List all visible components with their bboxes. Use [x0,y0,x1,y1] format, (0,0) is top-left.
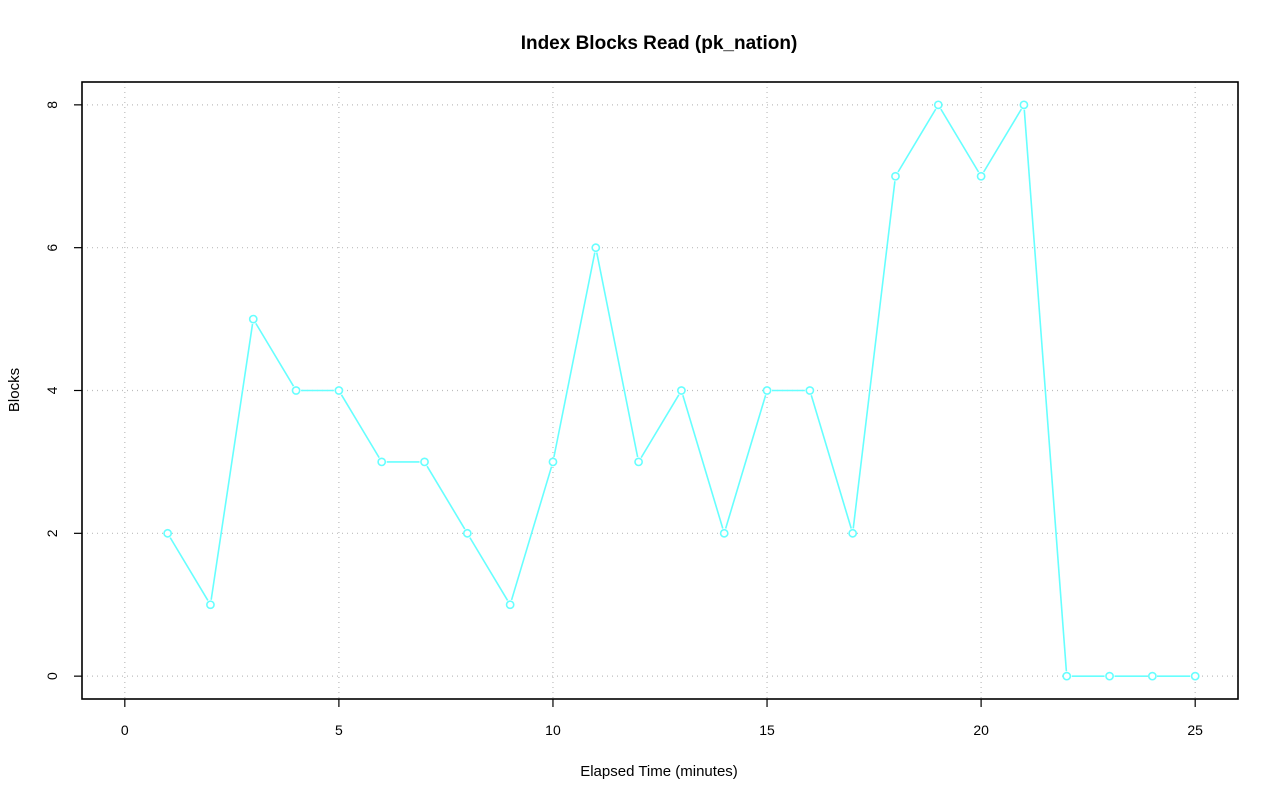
series-0-segment-17 [897,108,937,173]
data-point-13 [719,528,729,538]
data-point-20 [1019,100,1029,110]
y-tick-label-2: 4 [44,386,60,394]
plot-frame [81,81,1239,700]
y-axis: 0 2 4 6 8 [44,101,82,680]
data-point-19 [976,171,986,181]
series-0-segment-15 [810,395,852,529]
data-point-18 [933,100,943,110]
y-tick-label-1: 2 [44,529,60,537]
data-point-12 [677,386,686,395]
data-point-14 [762,386,772,395]
x-tick-label-1: 5 [335,722,343,738]
chart-title: Index Blocks Read (pk_nation) [521,33,798,54]
series-0-segment-9 [553,252,596,458]
series-0-segment-6 [426,465,466,530]
data-point-22 [1105,671,1114,681]
series-0-segment-16 [852,181,896,529]
series-0-segment-18 [940,108,980,173]
data-point-6 [420,457,429,467]
y-tick-label-4: 8 [44,101,60,109]
data-point-8 [505,600,515,610]
data-point-24 [1190,671,1200,681]
data-point-1 [206,600,215,610]
data-point-16 [848,528,858,538]
x-axis: 0 5 10 15 20 25 [121,699,1203,738]
data-point-11 [634,457,643,467]
y-tick-label-0: 0 [44,672,60,680]
data-point-4 [334,386,344,395]
data-point-23 [1147,671,1157,681]
series-0-segment-2 [255,322,295,387]
y-axis-label: Blocks [6,368,23,412]
data-point-3 [291,386,301,395]
data-point-7 [462,528,472,538]
data-point-9 [548,457,558,467]
series-0-segment-13 [724,395,767,529]
x-tick-label-0: 0 [121,722,129,738]
series-0-segment-1 [210,323,254,600]
x-tick-label-3: 15 [759,722,775,738]
series-0-segment-19 [982,108,1023,173]
series-group [163,100,1200,681]
series-0-segment-8 [510,466,553,601]
x-tick-label-4: 20 [973,722,989,738]
series-0-segment-0 [169,537,209,601]
series-0-segment-20 [1023,109,1068,672]
data-point-0 [163,528,173,538]
data-point-5 [377,457,387,467]
data-point-15 [805,386,815,395]
x-tick-label-2: 10 [545,722,561,738]
data-point-17 [891,171,900,181]
data-point-2 [248,314,258,324]
series-0-segment-7 [469,537,509,601]
y-tick-label-3: 6 [44,244,60,252]
x-axis-label: Elapsed Time (minutes) [580,763,738,780]
series-0-segment-11 [640,394,680,459]
series-0-segment-4 [340,394,380,459]
series-0-segment-12 [682,395,724,529]
grid-lines [82,82,1238,699]
series-0-segment-10 [595,252,639,458]
data-point-21 [1062,671,1072,681]
x-tick-label-5: 25 [1187,722,1203,738]
data-point-10 [591,243,601,253]
